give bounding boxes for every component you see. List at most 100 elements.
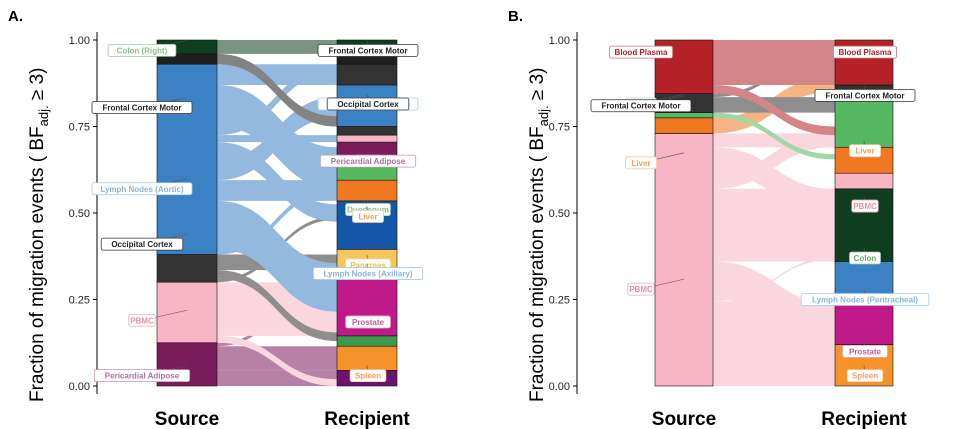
flow-ribbon (217, 370, 337, 386)
x-category-label: Source (155, 409, 219, 429)
stratum-label: Occipital Cortex (111, 240, 173, 249)
label-box (609, 45, 674, 59)
flow-ribbon (713, 112, 835, 160)
y-axis-label-a-end: ≥ 3) (27, 67, 48, 106)
label-box (849, 251, 881, 265)
label-box (800, 293, 930, 306)
stratum-label: Occipital Cortex (337, 100, 399, 109)
stratum-label: Frontal Cortex Motor (102, 103, 181, 112)
y-tick-label: 1.00 (69, 35, 90, 47)
stratum-label: PBMC (130, 316, 154, 325)
flows (713, 40, 835, 386)
label-box (91, 101, 193, 114)
flow-ribbon (713, 257, 835, 302)
source-stratum-bar (654, 133, 714, 387)
y-tick-label: 0.50 (69, 208, 90, 220)
label-box (352, 210, 384, 223)
label-box (846, 369, 884, 383)
label-box (326, 97, 410, 111)
stratum-label: Prostate (352, 318, 385, 327)
recipient-stratum-bar (834, 96, 894, 148)
source-stratum-bar (156, 281, 218, 344)
stratum-label: Frontal Cortex Motor (825, 91, 904, 100)
stratum-label: Duodenum (347, 206, 389, 215)
flow-ribbon (217, 335, 337, 386)
recipient-stratum-bar (336, 179, 398, 202)
y-tick-label: 0.75 (549, 122, 570, 134)
stratum-label: Pancreas (350, 261, 386, 270)
stratum-label: Lymph Nodes (Peritracheal) (812, 296, 918, 305)
flow-ribbon (713, 40, 835, 85)
y-tick-label: 0.50 (549, 208, 570, 220)
recipient-stratum-bar (336, 126, 398, 136)
flow-ribbon (217, 53, 337, 127)
stratum-label: Spleen (355, 372, 381, 381)
stratum-label: Colon (854, 254, 877, 263)
stratum-label: Pericardial Adipose (105, 372, 180, 381)
stratum-label: Colon (Right) (117, 46, 168, 55)
flow-ribbon (217, 84, 337, 189)
x-category-label: Recipient (821, 409, 907, 429)
stratum-label: Prostate (849, 347, 882, 356)
label-box (842, 344, 888, 358)
label-box (851, 199, 879, 213)
source-stratum-bar (156, 254, 218, 283)
flow-ribbon (713, 97, 835, 113)
y-tick-label: 0.25 (69, 295, 90, 307)
flow-ribbon (217, 200, 337, 312)
y-tick-label: 0.25 (549, 295, 570, 307)
flow-ribbon (217, 187, 337, 255)
flow-ribbon (713, 133, 835, 148)
stratum-label: PBMC (853, 202, 877, 211)
flow-ribbon (217, 142, 337, 222)
y-tick-label: 0.00 (69, 381, 90, 393)
label-box (107, 43, 177, 57)
source-stratum-bar (156, 63, 218, 255)
y-axis-label-b-sub: adj. (535, 105, 551, 127)
flow-ribbon (217, 64, 337, 136)
recipient-stratum-bar (834, 172, 894, 190)
flow-ribbon (217, 64, 337, 85)
recipient-stratum-bar (834, 300, 894, 345)
flow-ribbon (713, 84, 835, 136)
label-box (590, 99, 692, 113)
label-box (319, 154, 417, 168)
label-box (849, 144, 881, 158)
flow-ribbon (713, 261, 835, 342)
panel-letter-b: B. (508, 8, 523, 25)
label-box (317, 43, 419, 57)
recipient-stratum-bar (336, 134, 398, 143)
label-box (627, 282, 655, 296)
stratum-label: Liver (631, 159, 650, 168)
flow-ribbon (217, 180, 337, 201)
flow-ribbon (217, 270, 337, 342)
stratum-label: Liver (855, 147, 874, 156)
stratum-label: Blood Plasma (839, 48, 892, 57)
label-box (312, 267, 423, 280)
source-stratum-bar (654, 112, 714, 119)
stratum-label: Spleen (852, 372, 878, 381)
y-tick-label: 0.00 (549, 381, 570, 393)
flow-ribbon (713, 147, 835, 215)
label-box (349, 369, 387, 383)
y-axis-label-b-end: ≥ 3) (527, 67, 548, 106)
panel-letter-a: A. (8, 8, 23, 25)
source-stratum-bar (654, 117, 714, 134)
stratum-label: PBMC (629, 285, 653, 294)
chart-panel-a: 0.00 0.25 0.50 0.75 1.00 Colon (Right) Frontal… (69, 32, 423, 429)
stratum-label: Frontal Cortex Motor (328, 46, 407, 55)
flow-ribbon (713, 344, 835, 386)
y-tick-label: 1.00 (549, 35, 570, 47)
y-axis-label-b-main: Fraction of migration events ( BF (527, 126, 548, 402)
label-box (128, 313, 156, 327)
y-axis-label-b: Fraction of migration events ( BFadj. ≥ … (527, 68, 551, 402)
flow-ribbon (217, 40, 337, 54)
stratum-label: Liver (358, 212, 377, 221)
y-tick-label: 0.75 (69, 122, 90, 134)
label-box (100, 237, 184, 251)
label-box (93, 369, 191, 383)
stratum-label: Lymph Nodes (Axillary) (323, 270, 412, 279)
y-axis-label-a-main: Fraction of migration events ( BF (27, 126, 48, 402)
